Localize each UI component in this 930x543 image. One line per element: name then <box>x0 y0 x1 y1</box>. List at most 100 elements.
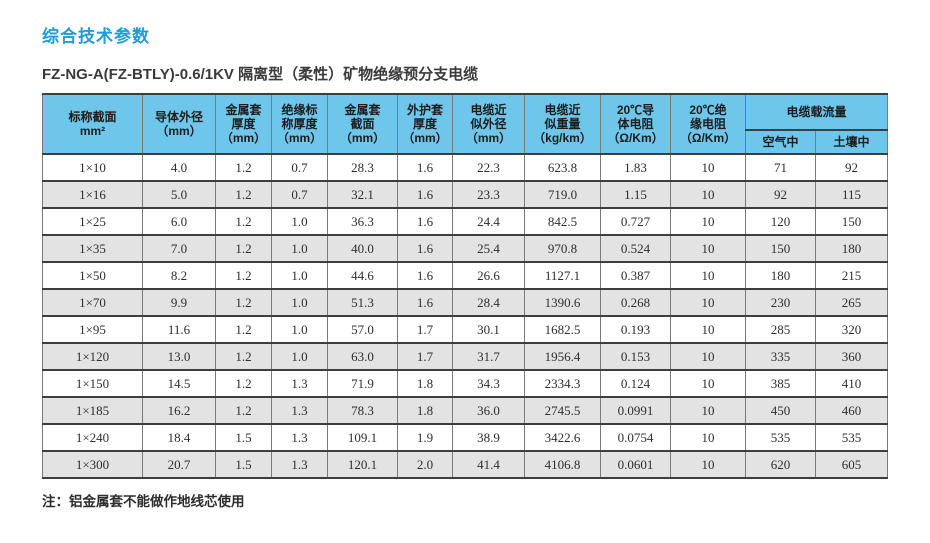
table-cell: 320 <box>814 315 889 344</box>
table-cell: 1.8 <box>397 396 453 425</box>
table-cell: 1×150 <box>42 369 143 398</box>
table-cell: 28.4 <box>452 288 525 317</box>
table-cell: 1.83 <box>600 153 671 182</box>
subcolumn-header: 空气中 <box>745 129 816 155</box>
table-cell: 1127.1 <box>524 261 601 290</box>
table-row: 1×95 11.6 1.2 1.0 57.0 1.7 30.1 1682.5 0.193 10 28… <box>42 315 889 344</box>
table-cell: 38.9 <box>452 423 525 452</box>
table-cell: 10 <box>670 396 746 425</box>
table-cell: 0.268 <box>600 288 671 317</box>
table-cell: 10 <box>670 423 746 452</box>
table-cell: 1.6 <box>397 207 453 236</box>
table-cell: 32.1 <box>327 180 398 209</box>
table-cell: 10 <box>670 207 746 236</box>
subcolumn-header: 土壤中 <box>814 129 889 155</box>
table-cell: 150 <box>814 207 889 236</box>
table-row: 1×50 8.2 1.2 1.0 44.6 1.6 26.6 1127.1 0.387 10 180… <box>42 261 889 290</box>
table-cell: 1.9 <box>397 423 453 452</box>
column-header: 20℃导 体电阻 （Ω/Km） <box>600 93 671 155</box>
table-cell: 10 <box>670 342 746 371</box>
table-cell: 9.9 <box>142 288 216 317</box>
table-cell: 2334.3 <box>524 369 601 398</box>
table-cell: 1.2 <box>215 207 272 236</box>
table-cell: 2745.5 <box>524 396 601 425</box>
column-header: 绝缘标 称厚度 （mm） <box>271 93 328 155</box>
column-header: 金属套 厚度 （mm） <box>215 93 272 155</box>
table-cell: 1×120 <box>42 342 143 371</box>
table-row: 1×150 14.5 1.2 1.3 71.9 1.8 34.3 2334.3 0.124 10 3… <box>42 369 889 398</box>
table-cell: 22.3 <box>452 153 525 182</box>
table-row: 1×240 18.4 1.5 1.3 109.1 1.9 38.9 3422.6 0.0754 1… <box>42 423 889 452</box>
table-cell: 1.3 <box>271 423 328 452</box>
table-cell: 0.124 <box>600 369 671 398</box>
table-cell: 20.7 <box>142 450 216 479</box>
table-cell: 1×25 <box>42 207 143 236</box>
table-cell: 1.2 <box>215 234 272 263</box>
table-cell: 24.4 <box>452 207 525 236</box>
table-row: 1×70 9.9 1.2 1.0 51.3 1.6 28.4 1390.6 0.268 10 230… <box>42 288 889 317</box>
table-cell: 1.0 <box>271 315 328 344</box>
table-cell: 719.0 <box>524 180 601 209</box>
table-cell: 230 <box>745 288 816 317</box>
table-row: 1×25 6.0 1.2 1.0 36.3 1.6 24.4 842.5 0.727 10 120 1… <box>42 207 889 236</box>
column-header: 标称截面 mm² <box>42 93 143 155</box>
table-cell: 285 <box>745 315 816 344</box>
table-cell: 1.7 <box>397 315 453 344</box>
table-cell: 10 <box>670 288 746 317</box>
column-header: 外护套 厚度 （mm） <box>397 93 453 155</box>
table-cell: 109.1 <box>327 423 398 452</box>
table-cell: 1.0 <box>271 261 328 290</box>
table-cell: 26.6 <box>452 261 525 290</box>
table-cell: 450 <box>745 396 816 425</box>
table-cell: 150 <box>745 234 816 263</box>
table-cell: 16.2 <box>142 396 216 425</box>
table-cell: 1.7 <box>397 342 453 371</box>
table-cell: 44.6 <box>327 261 398 290</box>
table-cell: 1.6 <box>397 261 453 290</box>
header-row-main: 标称截面 mm² 导体外径 （mm） 金属套 厚度 （mm） 绝缘标 称厚度 （mm） 金属套 截面（… <box>42 93 889 155</box>
table-cell: 410 <box>814 369 889 398</box>
table-cell: 180 <box>814 234 889 263</box>
table-cell: 10 <box>670 234 746 263</box>
column-header: 导体外径 （mm） <box>142 93 216 155</box>
table-cell: 10 <box>670 369 746 398</box>
column-header: 金属套 截面 （mm） <box>327 93 398 155</box>
table-body: 1×10 4.0 1.2 0.7 28.3 1.6 22.3 623.8 1.83 10 71 92 1… <box>42 153 889 479</box>
table-cell: 10 <box>670 450 746 479</box>
table-cell: 120 <box>745 207 816 236</box>
table-cell: 1×240 <box>42 423 143 452</box>
table-cell: 40.0 <box>327 234 398 263</box>
table-cell: 3422.6 <box>524 423 601 452</box>
table-cell: 1956.4 <box>524 342 601 371</box>
table-cell: 1.2 <box>215 369 272 398</box>
page-title: 综合技术参数 <box>42 27 150 46</box>
table-cell: 1.0 <box>271 234 328 263</box>
table-cell: 1.3 <box>271 369 328 398</box>
table-cell: 265 <box>814 288 889 317</box>
table-cell: 1.0 <box>271 207 328 236</box>
table-cell: 7.0 <box>142 234 216 263</box>
table-cell: 0.0754 <box>600 423 671 452</box>
table-cell: 460 <box>814 396 889 425</box>
table-row: 1×185 16.2 1.2 1.3 78.3 1.8 36.0 2745.5 0.0991 10… <box>42 396 889 425</box>
table-cell: 23.3 <box>452 180 525 209</box>
table-cell: 535 <box>814 423 889 452</box>
table-cell: 842.5 <box>524 207 601 236</box>
table-cell: 1.2 <box>215 261 272 290</box>
product-model-subtitle: FZ-NG-A(FZ-BTLY)-0.6/1KV 隔离型（柔性）矿物绝缘预分支电… <box>42 66 479 83</box>
table-cell: 92 <box>745 180 816 209</box>
table-cell: 6.0 <box>142 207 216 236</box>
table-row: 1×16 5.0 1.2 0.7 32.1 1.6 23.3 719.0 1.15 10 92 115 <box>42 180 889 209</box>
table-cell: 71.9 <box>327 369 398 398</box>
table-cell: 2.0 <box>397 450 453 479</box>
table-cell: 1.2 <box>215 288 272 317</box>
table-cell: 115 <box>814 180 889 209</box>
table-cell: 0.7 <box>271 153 328 182</box>
table-cell: 1×95 <box>42 315 143 344</box>
table-cell: 0.0991 <box>600 396 671 425</box>
table-cell: 0.0601 <box>600 450 671 479</box>
table-cell: 385 <box>745 369 816 398</box>
table-cell: 970.8 <box>524 234 601 263</box>
table-cell: 1.6 <box>397 180 453 209</box>
